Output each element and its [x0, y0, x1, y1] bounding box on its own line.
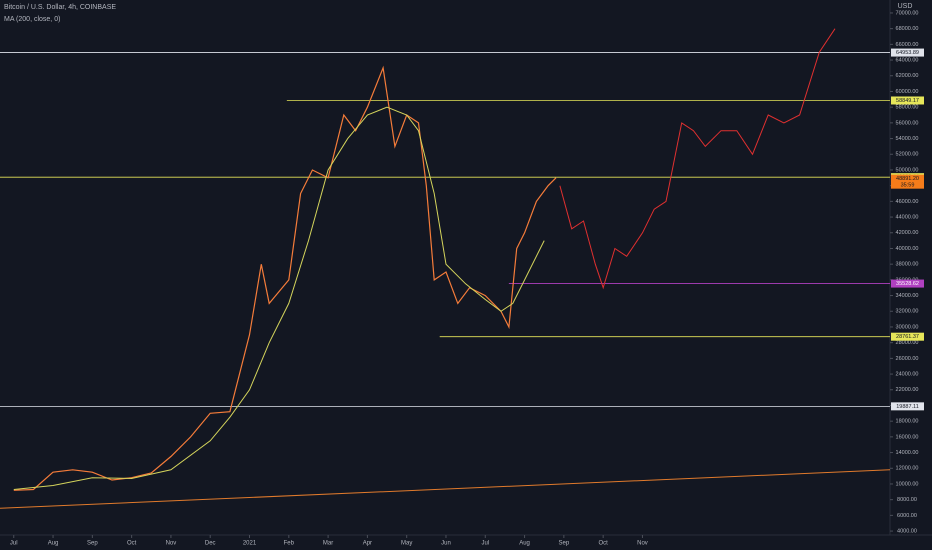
y-tick-label: 30000.00: [896, 324, 919, 330]
level-label-bg: [891, 48, 924, 57]
y-tick-label: 16000.00: [896, 434, 919, 440]
y-tick-label: 68000.00: [896, 26, 919, 32]
series-line: [559, 28, 836, 290]
y-tick-label: 54000.00: [896, 136, 919, 142]
series-line: [13, 106, 545, 490]
x-tick-label: 2021: [243, 541, 257, 547]
level-label: 19887.11: [896, 404, 919, 410]
x-tick-label: Aug: [519, 541, 530, 547]
y-tick-label: 10000.00: [896, 481, 919, 487]
countdown: 35:59: [901, 183, 915, 189]
y-tick-label: 38000.00: [896, 262, 919, 268]
level-label: 64953.89: [896, 50, 919, 56]
x-tick-label: Nov: [166, 541, 177, 547]
x-tick-label: Mar: [323, 541, 333, 547]
x-tick-label: Feb: [284, 541, 295, 547]
y-tick-label: 40000.00: [896, 246, 919, 252]
last-price-label: 48891.20: [896, 176, 919, 182]
chart-title: Bitcoin / U.S. Dollar, 4h, COINBASE: [4, 4, 116, 11]
y-tick-label: 22000.00: [896, 387, 919, 393]
level-label: 58849.17: [896, 98, 919, 104]
y-tick-label: 14000.00: [896, 450, 919, 456]
x-tick-label: Oct: [127, 541, 137, 547]
y-tick-label: 18000.00: [896, 419, 919, 425]
x-tick-label: Sep: [559, 541, 570, 547]
y-tick-label: 12000.00: [896, 466, 919, 472]
y-tick-label: 4000.00: [897, 529, 917, 535]
x-tick-label: Jun: [441, 541, 451, 547]
y-tick-label: 26000.00: [896, 356, 919, 362]
y-tick-label: 44000.00: [896, 215, 919, 221]
y-tick-label: 46000.00: [896, 199, 919, 205]
series-line: [0, 469, 891, 509]
y-tick-label: 62000.00: [896, 73, 919, 79]
x-tick-label: Nov: [637, 541, 648, 547]
y-tick-label: 50000.00: [896, 167, 919, 173]
y-tick-label: 42000.00: [896, 230, 919, 236]
y-tick-label: 64000.00: [896, 58, 919, 64]
level-label-bg: [891, 332, 924, 341]
y-tick-label: 66000.00: [896, 42, 919, 48]
y-tick-label: 58000.00: [896, 105, 919, 111]
series-line: [13, 65, 557, 491]
y-tick-label: 32000.00: [896, 309, 919, 315]
x-tick-label: Jul: [481, 541, 489, 547]
x-tick-label: Oct: [598, 541, 608, 547]
y-tick-label: 6000.00: [897, 513, 917, 519]
level-label: 28761.37: [896, 334, 919, 340]
y-tick-label: 60000.00: [896, 89, 919, 95]
currency-label: USD: [898, 3, 913, 10]
level-label-bg: [891, 96, 924, 105]
x-tick-label: Dec: [205, 541, 216, 547]
level-label: 35528.62: [896, 281, 919, 287]
y-tick-label: 24000.00: [896, 372, 919, 378]
x-tick-label: Jul: [10, 541, 18, 547]
y-tick-label: 28000.00: [896, 340, 919, 346]
y-tick-label: 52000.00: [896, 152, 919, 158]
y-tick-label: 34000.00: [896, 293, 919, 299]
level-label-bg: [891, 402, 924, 411]
y-tick-label: 70000.00: [896, 10, 919, 16]
y-tick-label: 8000.00: [897, 497, 917, 503]
x-tick-label: Aug: [48, 541, 59, 547]
last-price-bg: [891, 174, 924, 189]
x-tick-label: Sep: [87, 541, 98, 547]
level-label-bg: [891, 279, 924, 288]
indicator-label: MA (200, close, 0): [4, 16, 60, 23]
x-tick-label: May: [401, 541, 412, 547]
x-tick-label: Apr: [363, 541, 372, 547]
y-tick-label: 56000.00: [896, 120, 919, 126]
